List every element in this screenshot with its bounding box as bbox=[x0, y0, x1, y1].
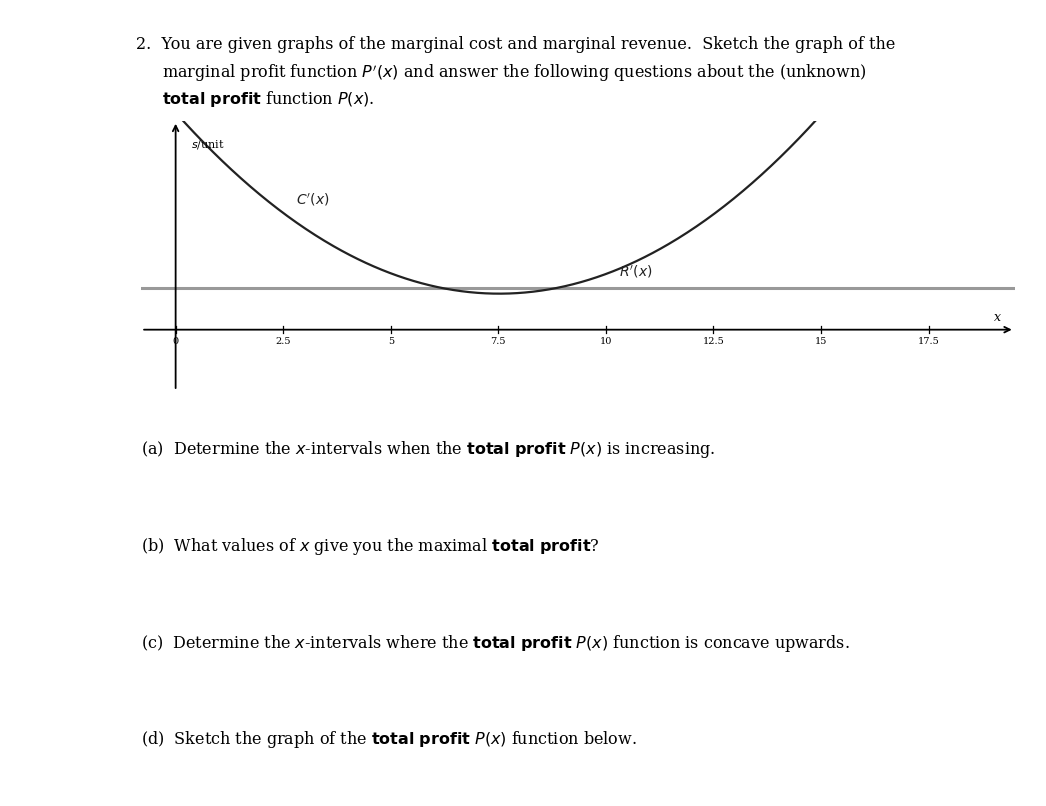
Text: (a)  Determine the $x$-intervals when the $\mathbf{total\ profit}$ $P(x)$ is inc: (a) Determine the $x$-intervals when the… bbox=[141, 439, 715, 460]
Text: $C'(x)$: $C'(x)$ bbox=[296, 192, 329, 208]
Text: 2.  You are given graphs of the marginal cost and marginal revenue.  Sketch the : 2. You are given graphs of the marginal … bbox=[136, 36, 895, 53]
Text: x: x bbox=[994, 310, 1001, 323]
Text: 15: 15 bbox=[815, 337, 827, 347]
Text: $\mathbf{total\ profit}$ function $P(x)$.: $\mathbf{total\ profit}$ function $P(x)$… bbox=[162, 89, 374, 110]
Text: marginal profit function $P'(x)$ and answer the following questions about the (u: marginal profit function $P'(x)$ and ans… bbox=[162, 63, 867, 84]
Text: 10: 10 bbox=[599, 337, 612, 347]
Text: 5: 5 bbox=[388, 337, 393, 347]
Text: (c)  Determine the $x$-intervals where the $\mathbf{total\ profit}$ $P(x)$ funct: (c) Determine the $x$-intervals where th… bbox=[141, 633, 849, 654]
Text: 17.5: 17.5 bbox=[917, 337, 939, 347]
Text: 0: 0 bbox=[173, 337, 179, 347]
Text: (d)  Sketch the graph of the $\mathbf{total\ profit}$ $P(x)$ function below.: (d) Sketch the graph of the $\mathbf{tot… bbox=[141, 729, 637, 750]
Text: (b)  What values of $x$ give you the maximal $\mathbf{total\ profit}$?: (b) What values of $x$ give you the maxi… bbox=[141, 536, 600, 557]
Text: 2.5: 2.5 bbox=[275, 337, 291, 347]
Text: $s$/unit: $s$/unit bbox=[190, 138, 225, 151]
Text: 7.5: 7.5 bbox=[491, 337, 506, 347]
Text: 12.5: 12.5 bbox=[703, 337, 724, 347]
Text: $R'(x)$: $R'(x)$ bbox=[619, 264, 653, 280]
